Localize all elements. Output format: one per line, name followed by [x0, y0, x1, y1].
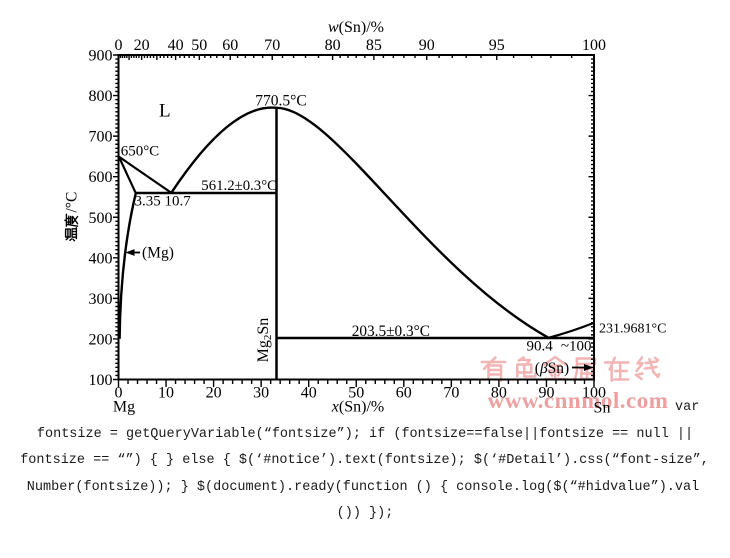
svg-text:100: 100: [582, 385, 606, 402]
svg-text:70: 70: [264, 37, 280, 54]
svg-text:3.35 10.7: 3.35 10.7: [135, 194, 192, 210]
svg-text:0: 0: [115, 37, 123, 54]
svg-text:0: 0: [115, 385, 123, 402]
svg-text:(Mg): (Mg): [142, 245, 174, 262]
svg-text:x(Sn)/%: x(Sn)/%: [331, 399, 384, 416]
svg-text:100: 100: [582, 37, 606, 54]
svg-text:60: 60: [222, 37, 238, 54]
svg-text:w(Sn)/%: w(Sn)/%: [328, 19, 384, 36]
svg-text:90: 90: [419, 37, 435, 54]
svg-text:650°C: 650°C: [121, 144, 160, 160]
svg-text:300: 300: [89, 291, 113, 308]
svg-text:10: 10: [158, 385, 174, 402]
svg-text:900: 900: [89, 48, 113, 65]
svg-text:Sn: Sn: [594, 400, 611, 417]
svg-text:80: 80: [325, 37, 341, 54]
svg-text:770.5°C: 770.5°C: [255, 93, 306, 110]
svg-text:90.4: 90.4: [527, 339, 554, 355]
svg-text:Mg: Mg: [113, 399, 135, 416]
svg-text:70: 70: [443, 385, 459, 402]
svg-text:561.2±0.3°C: 561.2±0.3°C: [201, 178, 277, 194]
svg-text:Mg2Sn: Mg2Sn: [255, 318, 274, 363]
svg-text:40: 40: [168, 37, 184, 54]
svg-text:50: 50: [348, 385, 364, 402]
svg-text:203.5±0.3°C: 203.5±0.3°C: [352, 323, 430, 340]
svg-text:/°C: /°C: [63, 192, 80, 213]
svg-text:(βSn): (βSn): [535, 360, 569, 377]
svg-text:L: L: [159, 101, 171, 122]
svg-text:www.cnnmol.com: www.cnnmol.com: [488, 388, 669, 413]
svg-text:231.9681°C: 231.9681°C: [599, 322, 666, 337]
svg-text:80: 80: [491, 385, 507, 402]
svg-text:60: 60: [396, 385, 412, 402]
svg-text:85: 85: [366, 37, 382, 54]
svg-text:~100: ~100: [561, 339, 592, 355]
svg-text:90: 90: [538, 385, 554, 402]
svg-text:100: 100: [89, 372, 113, 389]
svg-text:800: 800: [89, 88, 113, 105]
svg-text:50: 50: [191, 37, 207, 54]
svg-text:400: 400: [89, 250, 113, 267]
svg-text:20: 20: [134, 37, 150, 54]
svg-text:600: 600: [89, 169, 113, 186]
svg-text:40: 40: [301, 385, 317, 402]
svg-text:500: 500: [89, 210, 113, 227]
svg-text:95: 95: [489, 37, 505, 54]
svg-text:20: 20: [206, 385, 222, 402]
svg-text:30: 30: [253, 385, 269, 402]
svg-text:200: 200: [89, 331, 113, 348]
svg-text:700: 700: [89, 129, 113, 146]
